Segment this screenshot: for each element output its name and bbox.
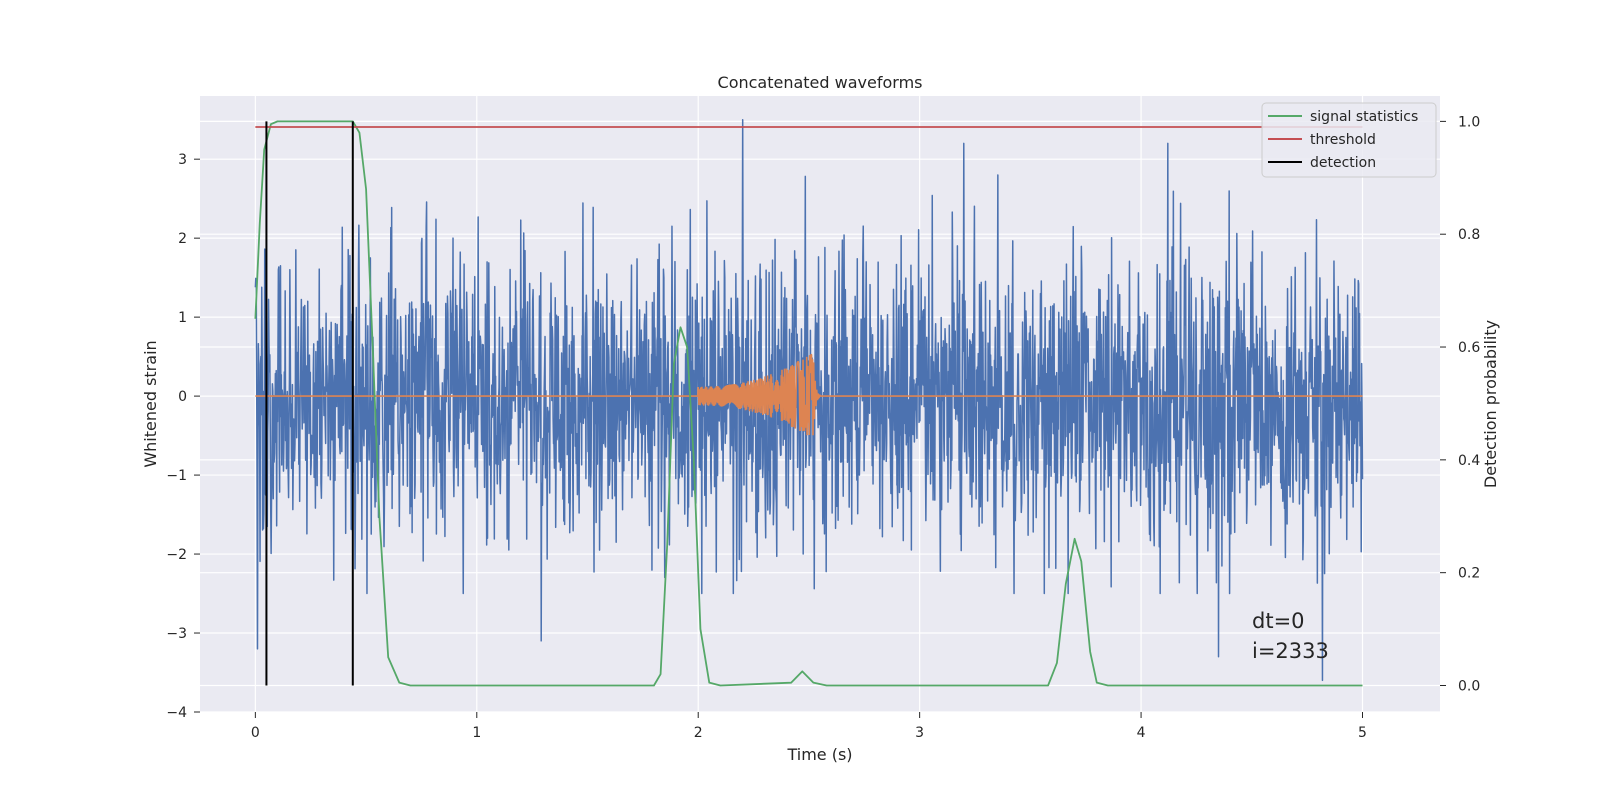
y-tick-label: 0 [178,389,187,405]
legend-label-detection: detection [1310,155,1376,171]
x-axis-label: Time (s) [786,745,852,764]
annotation-index: i=2333 [1252,639,1329,663]
x-tick-label: 3 [915,725,924,741]
y-tick-label: 3 [178,152,187,168]
legend-box [1261,102,1437,178]
y-tick-label: −2 [166,547,187,563]
x-tick-label: 4 [1137,725,1146,741]
data-layer [254,118,1364,687]
y2-tick-label: 0.4 [1458,453,1480,469]
series-signal-statistics [254,120,1363,687]
y2-tick-label: 0.6 [1458,340,1480,356]
x-tick-label: 5 [1358,725,1367,741]
x-tick-label: 0 [251,725,260,741]
series-injected-waveform [255,353,1363,436]
annotation-dt: dt=0 [1252,609,1305,633]
legend: signal statistics threshold detection [1261,102,1437,178]
y2-tick-label: 1.0 [1458,114,1480,130]
legend-label-threshold: threshold [1310,132,1376,148]
y-tick-label: −1 [166,468,187,484]
y-tick-label: 2 [178,231,187,247]
y-tick-label: −3 [166,626,187,642]
annotation: dt=0 i=2333 [1252,609,1329,663]
y2-tick-label: 0.2 [1458,566,1480,582]
chart-title: Concatenated waveforms [718,73,923,92]
y2-tick-label: 0.0 [1458,678,1480,694]
legend-label-signal-statistics: signal statistics [1310,109,1418,125]
y-tick-label: −4 [166,705,187,721]
y-axis-label: Whitened strain [141,340,160,467]
y2-tick-label: 0.8 [1458,227,1480,243]
grid [200,96,1440,713]
y2-axis-label: Detection probability [1481,320,1500,488]
x-tick-label: 1 [472,725,481,741]
ticks: 0 1 2 3 4 5 −4 −3 −2 −1 0 1 2 3 0.0 0.2 0.4 0.6 0.8 1.0 [166,114,1480,741]
x-tick-label: 2 [694,725,703,741]
y-tick-label: 1 [178,310,187,326]
